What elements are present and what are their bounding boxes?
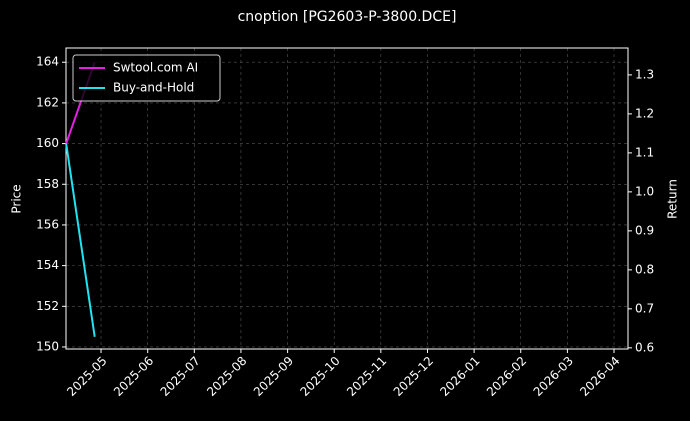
- x-tick-label: 2025-06: [111, 354, 156, 399]
- x-tick-label: 2025-07: [158, 354, 203, 399]
- series-line: [65, 143, 96, 337]
- y-axis-label: Price: [10, 184, 24, 213]
- y-tick-label: 164: [36, 55, 59, 69]
- y-tick-label: 158: [36, 177, 59, 191]
- legend-label: Buy-and-Hold: [113, 81, 194, 95]
- x-tick-label: 2026-04: [577, 354, 622, 399]
- legend-box: [72, 54, 221, 102]
- y2-tick-label: 0.6: [635, 340, 654, 354]
- x-tick-label: 2025-05: [64, 354, 109, 399]
- y2-tick-label: 0.8: [635, 262, 654, 276]
- legend-label: Swtool.com AI: [113, 61, 198, 75]
- y2-tick-label: 1.1: [635, 145, 654, 159]
- y2-tick-label: 0.9: [635, 223, 654, 237]
- chart-title: cnoption [PG2603-P-3800.DCE]: [238, 9, 457, 25]
- x-tick-label: 2026-02: [484, 354, 529, 399]
- y-tick-label: 150: [36, 339, 59, 353]
- x-tick-label: 2025-09: [251, 354, 296, 399]
- y-tick-label: 156: [36, 217, 59, 231]
- y2-tick-label: 1.2: [635, 106, 654, 120]
- y-tick-label: 162: [36, 95, 59, 109]
- y-tick-label: 152: [36, 299, 59, 313]
- x-tick-label: 2025-10: [297, 354, 342, 399]
- y2-tick-label: 0.7: [635, 301, 654, 315]
- x-tick-label: 2026-01: [437, 354, 482, 399]
- x-tick-label: 2025-11: [344, 354, 389, 399]
- y-tick-label: 154: [36, 258, 59, 272]
- x-tick-label: 2025-08: [204, 354, 249, 399]
- plot-frame: [65, 47, 629, 350]
- x-tick-label: 2026-03: [531, 354, 576, 399]
- y2-tick-label: 1.3: [635, 67, 654, 81]
- x-tick-label: 2025-12: [391, 354, 436, 399]
- y2-axis-label: Return: [666, 179, 680, 219]
- y-tick-label: 160: [36, 136, 59, 150]
- y2-tick-label: 1.0: [635, 184, 654, 198]
